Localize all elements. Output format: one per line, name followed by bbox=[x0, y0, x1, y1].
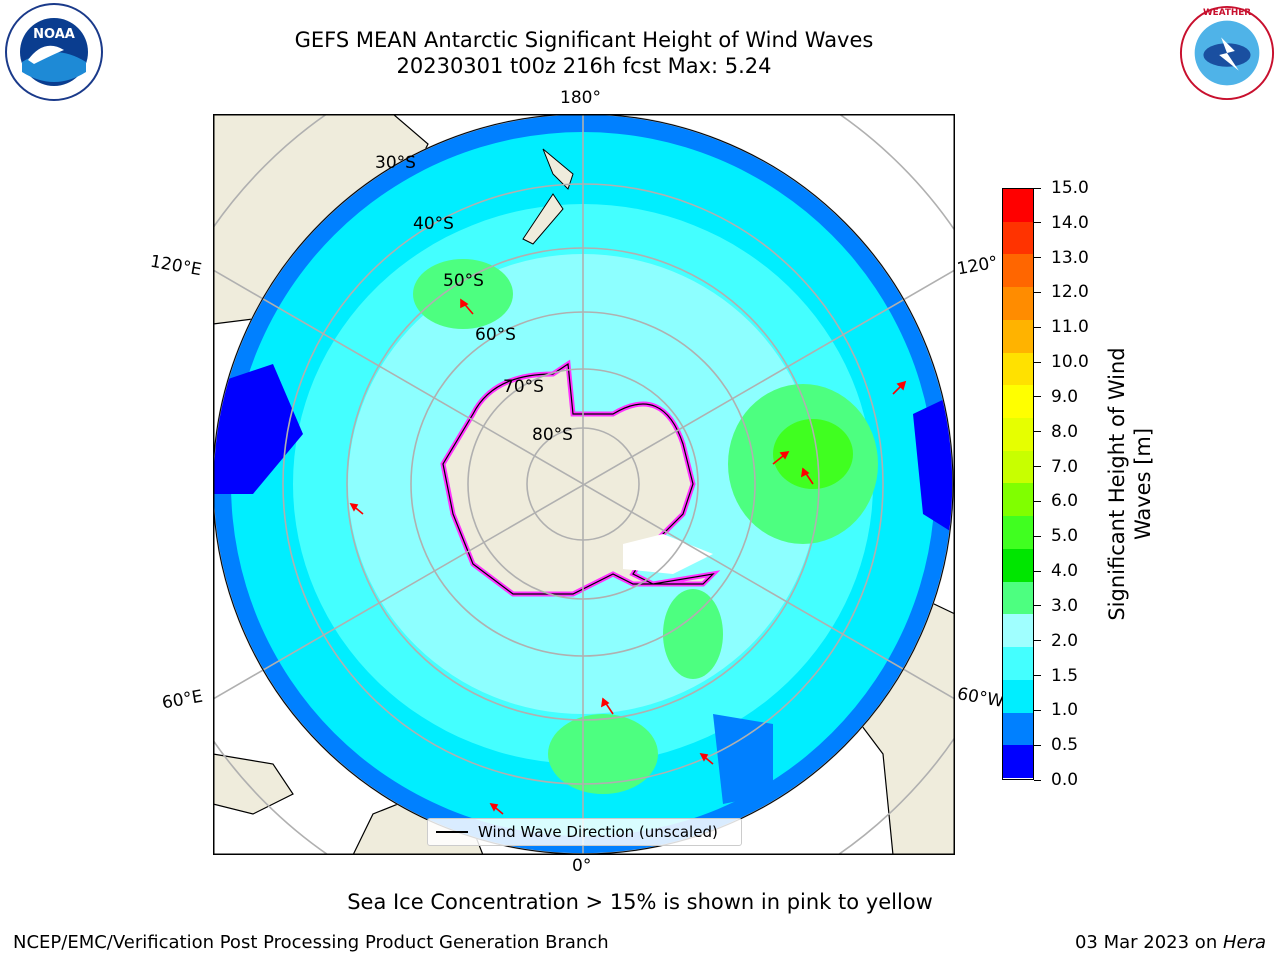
wave-direction-arrow bbox=[600, 697, 614, 715]
colorbar-tick: 14.0 bbox=[1034, 213, 1089, 233]
colorbar-label: Significant Height of Wind Waves [m] bbox=[1104, 347, 1156, 620]
footer-credit: NCEP/EMC/Verification Post Processing Pr… bbox=[13, 932, 609, 953]
colorbar-tick: 6.0 bbox=[1034, 491, 1078, 511]
colorbar-swatch bbox=[1003, 679, 1033, 713]
colorbar-tick: 5.0 bbox=[1034, 526, 1078, 546]
colorbar-swatch bbox=[1003, 254, 1033, 288]
colorbar-tick: 8.0 bbox=[1034, 422, 1078, 442]
colorbar-tick: 3.0 bbox=[1034, 596, 1078, 616]
colorbar-tick: 1.5 bbox=[1034, 666, 1078, 686]
colorbar-swatch bbox=[1003, 483, 1033, 517]
svg-text:WEATHER: WEATHER bbox=[1203, 8, 1251, 18]
noaa-logo: NOAA bbox=[5, 3, 103, 101]
colorbar-swatch bbox=[1003, 221, 1033, 255]
lat-label: 40°S bbox=[413, 214, 454, 234]
colorbar-tick: 11.0 bbox=[1034, 317, 1089, 337]
colorbar-swatch bbox=[1003, 712, 1033, 746]
lon-label-left-lower: 60°E bbox=[160, 686, 205, 714]
map-legend: Wind Wave Direction (unscaled) bbox=[427, 818, 742, 846]
colorbar-swatch bbox=[1003, 418, 1033, 451]
colorbar-tick: 7.0 bbox=[1034, 457, 1078, 477]
colorbar-tick: 1.0 bbox=[1034, 700, 1078, 720]
wave-direction-arrow bbox=[892, 380, 907, 395]
wave-direction-arrow bbox=[489, 802, 504, 815]
sea-ice-note: Sea Ice Concentration > 15% is shown in … bbox=[347, 890, 933, 914]
lon-label-top: 180° bbox=[560, 88, 601, 108]
colorbar-swatch bbox=[1003, 385, 1033, 419]
colorbar-swatch bbox=[1003, 450, 1033, 484]
colorbar-tick: 15.0 bbox=[1034, 178, 1089, 198]
footer-machine: Hera bbox=[1222, 932, 1266, 953]
noaa-logo-text: NOAA bbox=[33, 27, 75, 42]
wave-direction-arrow bbox=[699, 752, 714, 765]
wave-direction-arrow bbox=[772, 450, 790, 465]
colorbar-swatch bbox=[1003, 548, 1033, 582]
colorbar-tick: 0.5 bbox=[1034, 735, 1078, 755]
lon-label-left-upper: 120°E bbox=[148, 251, 204, 281]
lat-label: 30°S bbox=[375, 153, 416, 173]
map-title: GEFS MEAN Antarctic Significant Height o… bbox=[294, 28, 874, 52]
map-subtitle: 20230301 t00z 216h fcst Max: 5.24 bbox=[396, 54, 772, 78]
lat-label: 80°S bbox=[532, 425, 573, 445]
colorbar bbox=[1002, 188, 1034, 780]
colorbar-swatch bbox=[1003, 614, 1033, 648]
colorbar-label-line2: Waves [m] bbox=[1131, 427, 1155, 541]
legend-label: Wind Wave Direction (unscaled) bbox=[478, 823, 718, 841]
colorbar-swatch bbox=[1003, 581, 1033, 615]
wave-direction-arrow bbox=[800, 467, 814, 485]
lat-label: 70°S bbox=[503, 377, 544, 397]
colorbar-tick: 4.0 bbox=[1034, 561, 1078, 581]
colorbar-swatch bbox=[1003, 352, 1033, 386]
colorbar-swatch bbox=[1003, 647, 1033, 680]
lon-label-right-lower: 60°W bbox=[955, 684, 1006, 712]
wave-direction-arrow bbox=[460, 298, 474, 315]
colorbar-swatch bbox=[1003, 745, 1033, 778]
colorbar-tick: 13.0 bbox=[1034, 248, 1089, 268]
colorbar-tick: 10.0 bbox=[1034, 352, 1089, 372]
footer-date: 03 Mar 2023 on Hera bbox=[1075, 932, 1266, 953]
colorbar-swatch bbox=[1003, 189, 1033, 222]
footer-date-text: 03 Mar 2023 on bbox=[1074, 932, 1223, 953]
lat-label: 50°S bbox=[443, 271, 484, 291]
colorbar-tick: 2.0 bbox=[1034, 631, 1078, 651]
lat-label: 60°S bbox=[475, 325, 516, 345]
lon-label-right-upper: 120° bbox=[955, 252, 1000, 280]
nws-logo: WEATHER bbox=[1179, 5, 1275, 101]
colorbar-swatch bbox=[1003, 516, 1033, 549]
legend-line-icon bbox=[436, 831, 468, 833]
colorbar-swatch bbox=[1003, 319, 1033, 353]
colorbar-tick: 0.0 bbox=[1034, 770, 1078, 790]
wave-height-map: 30°S 40°S 50°S 60°S 70°S 80°S bbox=[213, 114, 955, 855]
colorbar-label-line1: Significant Height of Wind bbox=[1105, 347, 1129, 621]
wave-direction-arrow bbox=[349, 502, 364, 515]
colorbar-swatch bbox=[1003, 287, 1033, 320]
colorbar-tick: 12.0 bbox=[1034, 282, 1089, 302]
colorbar-tick: 9.0 bbox=[1034, 387, 1078, 407]
lon-label-bottom: 0° bbox=[572, 856, 592, 876]
